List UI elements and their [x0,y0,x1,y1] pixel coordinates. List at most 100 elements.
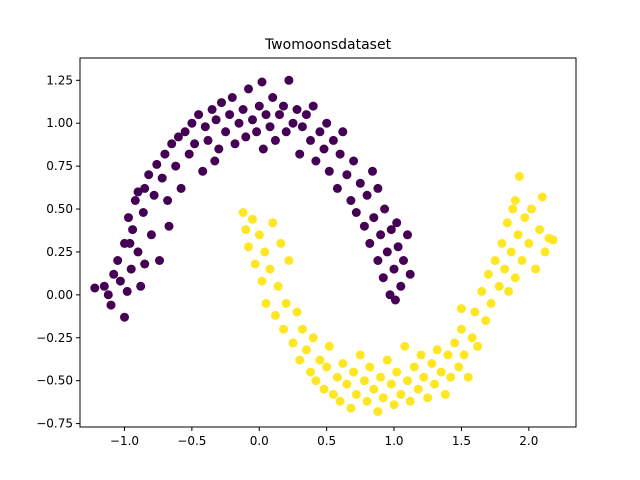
y-tick-label: 1.00 [46,116,73,130]
scatter-point-series1-14 [279,324,288,334]
scatter-point-series1-84 [508,204,518,214]
ticks-layer: −1.0 −0.5 0.0 0.5 1.0 1.5 2.0 −0.75 −0.50 −0.25 0.… [36,73,538,448]
scatter-point-series1-70 [467,333,477,343]
scatter-point-series0-58 [270,135,280,145]
scatter-point-series0-83 [355,178,365,188]
scatter-point-series1-81 [502,218,512,228]
scatter-point-series1-99 [456,304,466,314]
scatter-point-series0-48 [241,132,251,142]
x-tick-label: 0.0 [250,434,269,448]
scatter-point-series0-5 [113,256,123,265]
scatter-point-series1-58 [427,359,437,368]
scatter-point-series0-0 [90,283,100,293]
scatter-point-series0-94 [382,247,392,257]
scatter-point-series1-11 [270,310,280,320]
scatter-point-series1-4 [250,259,260,269]
scatter-point-series0-80 [346,196,356,205]
scatter-point-series1-23 [308,333,318,343]
scatter-point-series1-36 [351,389,361,399]
scatter-point-series1-95 [537,192,547,202]
scatter-point-series0-89 [373,256,383,265]
points-layer [90,75,558,417]
scatter-point-series1-94 [535,225,545,235]
scatter-point-series0-41 [217,98,226,108]
scatter-point-series1-27 [322,362,332,372]
scatter-point-series0-11 [126,264,136,274]
scatter-point-series0-63 [288,118,298,128]
scatter-point-series1-66 [454,362,464,372]
scatter-point-series0-107 [140,259,150,269]
scatter-point-series1-7 [260,247,270,257]
scatter-point-series1-98 [548,235,558,245]
scatter-point-series1-46 [386,379,396,389]
scatter-point-series0-52 [254,101,264,111]
scatter-point-series1-39 [362,396,372,406]
scatter-point-series0-78 [338,127,348,137]
scatter-point-series1-64 [446,372,456,382]
scatter-point-series0-92 [378,273,388,283]
scatter-point-series0-69 [308,101,318,111]
scatter-point-series0-12 [128,225,138,235]
scatter-point-series1-19 [295,355,305,365]
scatter-point-series1-53 [409,362,419,372]
scatter-point-series0-3 [106,300,116,310]
x-tick-label: 1.0 [384,434,403,448]
scatter-point-series0-108 [164,221,174,231]
scatter-point-series1-2 [244,242,253,252]
x-tick-label: 0.5 [317,434,336,448]
scatter-point-series0-68 [306,135,315,145]
scatter-point-series0-53 [257,77,267,87]
scatter-point-series0-96 [386,225,396,235]
scatter-point-series1-68 [459,350,469,360]
scatter-point-series1-33 [342,379,352,389]
scatter-point-series0-22 [155,256,164,265]
scatter-point-series1-47 [389,400,399,410]
scatter-point-series1-24 [311,376,321,386]
x-tick-label: 2.0 [519,434,538,448]
scatter-point-series0-21 [152,159,162,169]
scatter-point-series0-16 [138,208,148,217]
scatter-point-series1-83 [506,247,516,257]
scatter-point-series1-91 [524,238,534,248]
scatter-point-series1-56 [419,372,429,382]
scatter-point-series1-3 [248,214,257,224]
scatter-point-series1-1 [241,225,251,235]
scatter-point-series1-8 [261,298,271,308]
scatter-point-series0-67 [301,110,311,120]
scatter-point-series0-27 [171,161,181,171]
scatter-point-series1-0 [238,208,248,217]
scatter-point-series1-92 [527,204,536,214]
scatter-point-series0-86 [365,238,375,248]
scatter-point-series1-96 [540,247,550,257]
scatter-point-series1-69 [463,372,473,382]
x-tick-label: −0.5 [177,434,206,448]
scatter-point-series1-67 [456,324,466,334]
scatter-point-series0-66 [297,122,307,132]
scatter-point-series0-73 [322,118,332,128]
scatter-point-series0-55 [261,110,271,120]
scatter-point-series1-26 [319,384,329,394]
scatter-point-series0-9 [122,286,132,296]
scatter-point-series0-56 [265,122,275,132]
scatter-point-series1-32 [338,359,348,368]
scatter-point-series1-78 [494,281,504,291]
y-tick-label: −0.25 [36,331,73,345]
scatter-point-series0-42 [221,127,231,137]
scatter-point-series1-89 [517,256,527,265]
scatter-point-series0-75 [328,135,338,145]
scatter-point-series0-32 [187,118,197,128]
scatter-point-series0-85 [362,190,372,200]
scatter-point-series0-47 [238,105,248,114]
scatter-point-series0-88 [369,213,379,223]
scatter-point-series1-21 [301,345,311,355]
scatter-point-series1-5 [254,230,264,240]
scatter-point-series1-77 [490,256,500,265]
y-tick-label: 0.75 [46,159,73,173]
y-tick-label: 1.25 [46,73,73,87]
scatter-point-series0-28 [173,132,183,142]
scatter-point-series1-52 [405,396,415,406]
scatter-point-series0-38 [207,105,217,114]
scatter-point-series1-16 [284,256,294,265]
